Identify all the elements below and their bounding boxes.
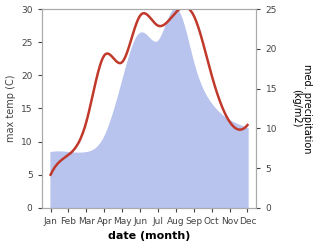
Y-axis label: med. precipitation
(kg/m2): med. precipitation (kg/m2)	[291, 64, 313, 153]
Y-axis label: max temp (C): max temp (C)	[5, 75, 16, 142]
X-axis label: date (month): date (month)	[108, 231, 190, 242]
